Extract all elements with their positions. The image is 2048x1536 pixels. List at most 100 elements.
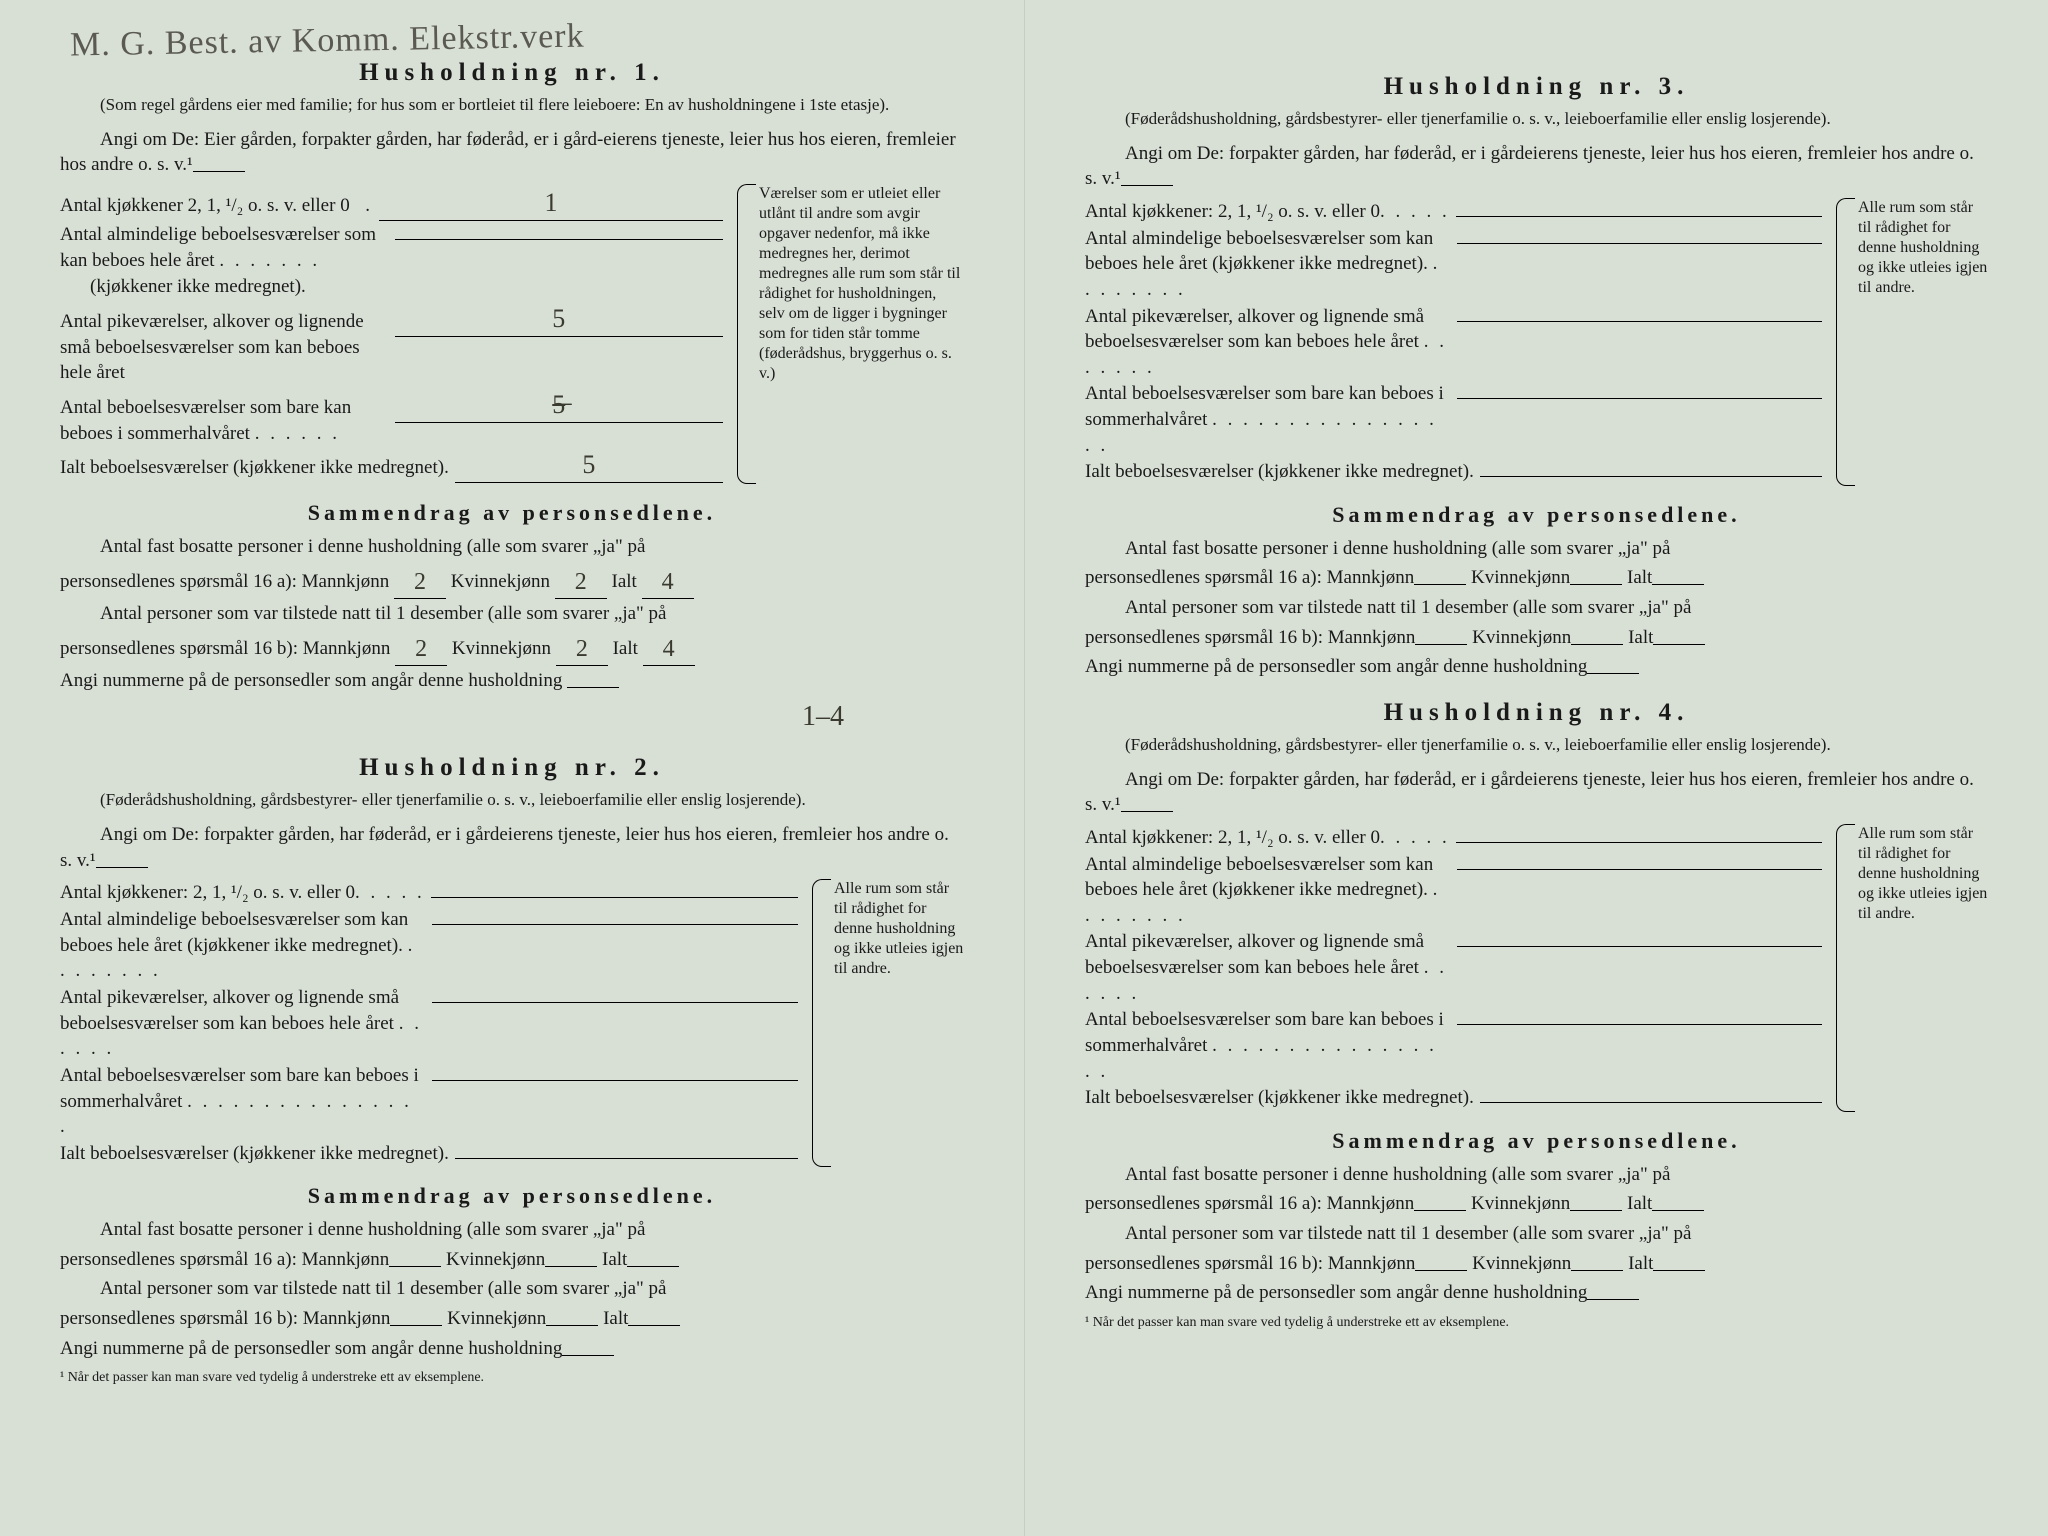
tilstede-3-line2: personsedlenes spørsmål 16 b): Mannkjønn… <box>1085 625 1988 651</box>
kitchens-4-label: Antal kjøkkener: 2, 1, ¹/₂ o. s. v. elle… <box>1085 825 1380 851</box>
sum3-16a-ialt-label: Ialt <box>1627 567 1652 588</box>
rooms-2-alkov-value[interactable] <box>432 1002 798 1003</box>
sum2-16b-k[interactable] <box>546 1325 598 1326</box>
rooms-3-summer-value[interactable] <box>1457 398 1823 399</box>
kitchens-2-value[interactable] <box>431 897 798 898</box>
dots2: . . . . . <box>355 880 425 906</box>
angi-num-4-value[interactable] <box>1587 1299 1639 1300</box>
sum3-16a-k[interactable] <box>1570 584 1622 585</box>
sum3-16a-m[interactable] <box>1414 584 1466 585</box>
dots3: . . . . . <box>1380 199 1450 225</box>
household-2-rooms: Antal kjøkkener: 2, 1, ¹/₂ o. s. v. elle… <box>60 879 964 1167</box>
rooms-4-total: Ialt beboelsesværelser (kjøkkener ikke m… <box>1085 1085 1474 1111</box>
rooms-2-total: Ialt beboelsesværelser (kjøkkener ikke m… <box>60 1141 449 1167</box>
rooms-note: Værelser som er utleiet eller utlånt til… <box>737 184 964 484</box>
rooms-3-left: Antal kjøkkener: 2, 1, ¹/₂ o. s. v. elle… <box>1085 198 1822 486</box>
rooms-3-allyear-value[interactable] <box>1457 243 1823 244</box>
rooms-4-summer: Antal beboelsesværelser som bare kan beb… <box>1085 1007 1451 1084</box>
rooms-4-left: Antal kjøkkener: 2, 1, ¹/₂ o. s. v. elle… <box>1085 824 1822 1112</box>
household-1-subtitle: (Som regel gårdens eier med familie; for… <box>60 94 964 117</box>
sum-16b-k[interactable]: 2 <box>556 633 608 666</box>
rooms-4-alkov-value[interactable] <box>1457 946 1823 947</box>
rooms-2-allyear-value[interactable] <box>432 924 798 925</box>
sum4-16b-label: personsedlenes spørsmål 16 b): Mannkjønn <box>1085 1253 1415 1274</box>
fast-3-16a: personsedlenes spørsmål 16 a): Mannkjønn… <box>1085 565 1988 591</box>
rooms-4-total-value[interactable] <box>1480 1102 1822 1103</box>
angi-2-input[interactable] <box>96 867 148 868</box>
sum3-16b-ialt[interactable] <box>1653 644 1705 645</box>
rooms-total-value[interactable]: 5 <box>455 447 723 483</box>
sum-16b-k-label: Kvinnekjønn <box>452 638 551 659</box>
sum2-16b-ialt[interactable] <box>628 1325 680 1326</box>
tilstede-3-line1: Antal personer som var tilstede natt til… <box>1085 595 1988 621</box>
rooms-3-total: Ialt beboelsesværelser (kjøkkener ikke m… <box>1085 459 1474 485</box>
sum4-16b-ialt[interactable] <box>1653 1270 1705 1271</box>
sum2-16a-ialt[interactable] <box>627 1266 679 1267</box>
angi-num-label: Angi nummerne på de personsedler som ang… <box>60 670 562 691</box>
angi-num-2: Angi nummerne på de personsedler som ang… <box>60 1336 964 1362</box>
sum-16a-m[interactable]: 2 <box>394 566 446 599</box>
rooms-4-summer-value[interactable] <box>1457 1024 1823 1025</box>
sum3-16a-ialt[interactable] <box>1652 584 1704 585</box>
sum-16b-ialt[interactable]: 4 <box>643 633 695 666</box>
angi-num-3-value[interactable] <box>1587 673 1639 674</box>
sum4-16a-m[interactable] <box>1414 1210 1466 1211</box>
rooms-2-total-value[interactable] <box>455 1158 798 1159</box>
household-3-subtitle: (Føderådshusholdning, gårdsbestyrer- ell… <box>1085 108 1988 131</box>
kitchens-3-value[interactable] <box>1456 216 1822 217</box>
household-1-rooms: Antal kjøkkener 2, 1, ¹/₂ o. s. v. eller… <box>60 184 964 484</box>
sum3-16b-m[interactable] <box>1415 644 1467 645</box>
angi-text: Angi om De: Eier gården, forpakter gårde… <box>60 129 956 176</box>
sum-16a-ialt[interactable]: 4 <box>642 566 694 599</box>
sum3-16a-k-label: Kvinnekjønn <box>1471 567 1570 588</box>
right-page: Husholdning nr. 3. (Føderådshusholdning,… <box>1024 0 2048 1536</box>
sum-16b-m[interactable]: 2 <box>395 633 447 666</box>
sum3-16b-k-label: Kvinnekjønn <box>1472 627 1571 648</box>
fast-4-line1: Antal fast bosatte personer i denne hush… <box>1085 1162 1988 1188</box>
rooms-3-note: Alle rum som står til rådighet for denne… <box>1836 198 1988 486</box>
rooms-2-allyear: Antal almindelige beboelsesværelser som … <box>60 907 426 984</box>
sum-16a-ialt-label: Ialt <box>612 571 637 592</box>
household-2-subtitle: (Føderådshusholdning, gårdsbestyrer- ell… <box>60 789 964 812</box>
rooms-sub: (kjøkkener ikke medregnet). <box>60 274 723 300</box>
rooms-3-alkov-value[interactable] <box>1457 321 1823 322</box>
sum4-16b-k[interactable] <box>1571 1270 1623 1271</box>
sum4-16b-m[interactable] <box>1415 1270 1467 1271</box>
rooms-summer-value[interactable]: 5̶ <box>395 387 724 423</box>
angi-3-input[interactable] <box>1121 185 1173 186</box>
angi-num-2-value[interactable] <box>562 1355 614 1356</box>
sum4-16a-label: personsedlenes spørsmål 16 a): Mannkjønn <box>1085 1193 1414 1214</box>
handwritten-header: M. G. Best. av Komm. Elekstr.verk <box>70 14 585 69</box>
angi-input[interactable] <box>193 171 245 172</box>
angi-4-input[interactable] <box>1121 811 1173 812</box>
rooms-2-summer-value[interactable] <box>432 1080 798 1081</box>
sum-16a-label: personsedlenes spørsmål 16 a): Mannkjønn <box>60 571 389 592</box>
sum4-16a-k[interactable] <box>1570 1210 1622 1211</box>
rooms-left: Antal kjøkkener 2, 1, ¹/₂ o. s. v. eller… <box>60 184 723 484</box>
sum2-16b-label: personsedlenes spørsmål 16 b): Mannkjønn <box>60 1308 390 1329</box>
angi-4-text: Angi om De: forpakter gården, har føderå… <box>1085 769 1974 816</box>
rooms-4-allyear-value[interactable] <box>1457 869 1823 870</box>
rooms-3-total-value[interactable] <box>1480 476 1822 477</box>
dots: . <box>350 193 373 219</box>
sum4-16a-ialt-label: Ialt <box>1627 1193 1652 1214</box>
rooms-all-year-value[interactable] <box>395 239 724 240</box>
kitchens-4-value[interactable] <box>1456 842 1822 843</box>
angi-num-value[interactable] <box>567 687 619 688</box>
rooms-2-alkov: Antal pikeværelser, alkover og lignende … <box>60 985 426 1062</box>
sum-16b-ialt-label: Ialt <box>613 638 638 659</box>
kitchens-value[interactable]: 1 <box>379 185 723 221</box>
dots4: . . . . . <box>1380 825 1450 851</box>
household-2-title: Husholdning nr. 2. <box>60 751 964 785</box>
sum2-16a-m[interactable] <box>389 1266 441 1267</box>
household-3-summary-title: Sammendrag av personsedlene. <box>1085 500 1988 530</box>
rooms-alkov-value[interactable]: 5 <box>395 301 724 337</box>
sum2-16b-m[interactable] <box>390 1325 442 1326</box>
sum-16a-k[interactable]: 2 <box>555 566 607 599</box>
sum4-16a-ialt[interactable] <box>1652 1210 1704 1211</box>
sum3-16b-k[interactable] <box>1571 644 1623 645</box>
household-1-angi: Angi om De: Eier gården, forpakter gårde… <box>60 127 964 178</box>
sum2-16a-ialt-label: Ialt <box>602 1249 627 1270</box>
sum2-16a-k[interactable] <box>545 1266 597 1267</box>
rooms-summer-label: Antal beboelsesværelser som bare kan beb… <box>60 395 389 446</box>
